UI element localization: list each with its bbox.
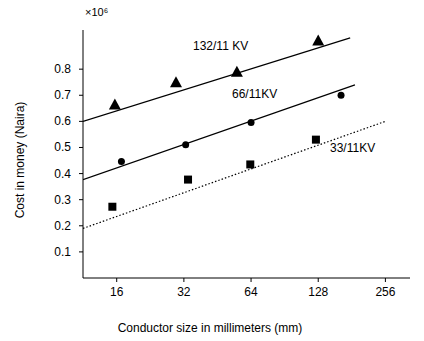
x-tick-label: 32	[177, 285, 191, 299]
y-tick-label: 0.5	[54, 140, 71, 154]
x-axis-title: Conductor size in millimeters (mm)	[118, 321, 303, 335]
point	[246, 160, 254, 168]
y-tick-label: 0.7	[54, 88, 71, 102]
point	[118, 158, 125, 165]
point	[248, 119, 255, 126]
x-tick-label: 128	[308, 285, 328, 299]
x-tick	[116, 278, 117, 282]
x-tick	[318, 278, 319, 282]
point	[312, 34, 324, 45]
trend-line	[83, 121, 385, 228]
point	[312, 136, 320, 144]
x-tick-label: 64	[244, 285, 258, 299]
y-tick-label: 0.4	[54, 167, 71, 181]
y-tick	[79, 199, 83, 200]
y-tick	[79, 173, 83, 174]
x-tick	[183, 278, 184, 282]
series-label: 66/11KV	[232, 87, 277, 101]
x-tick	[385, 278, 386, 282]
point	[109, 98, 121, 109]
series-label: 132/11 KV	[193, 39, 248, 53]
y-tick	[79, 225, 83, 226]
x-tick-label: 16	[110, 285, 124, 299]
trend-line	[83, 85, 355, 180]
y-tick	[79, 147, 83, 148]
y-tick	[79, 95, 83, 96]
y-tick	[79, 121, 83, 122]
y-tick-label: 0.2	[54, 219, 71, 233]
point	[338, 92, 345, 99]
point	[182, 141, 189, 148]
point	[108, 203, 116, 211]
chart: 0.1 0.2 0.3 0.4 0.5 0.6 0.7 0.8 16 32 64 128 256 Cond…	[0, 0, 424, 341]
y-axis-title: Cost in money (Naira)	[13, 102, 27, 219]
point	[231, 66, 243, 77]
x-axis	[83, 278, 410, 279]
y-tick	[79, 251, 83, 252]
point	[184, 176, 192, 184]
y-axis	[83, 30, 84, 278]
y-tick-label: 0.8	[54, 62, 71, 76]
plot-area	[83, 34, 385, 228]
multiplier: ×10⁶	[85, 6, 108, 18]
x-tick-label: 256	[375, 285, 395, 299]
x-tick	[251, 278, 252, 282]
y-tick-label: 0.3	[54, 193, 71, 207]
series-label: 33/11KV	[330, 141, 375, 155]
point	[170, 76, 182, 87]
trend-line	[83, 38, 350, 122]
y-tick-label: 0.1	[54, 245, 71, 259]
y-tick	[79, 69, 83, 70]
y-tick-label: 0.6	[54, 114, 71, 128]
